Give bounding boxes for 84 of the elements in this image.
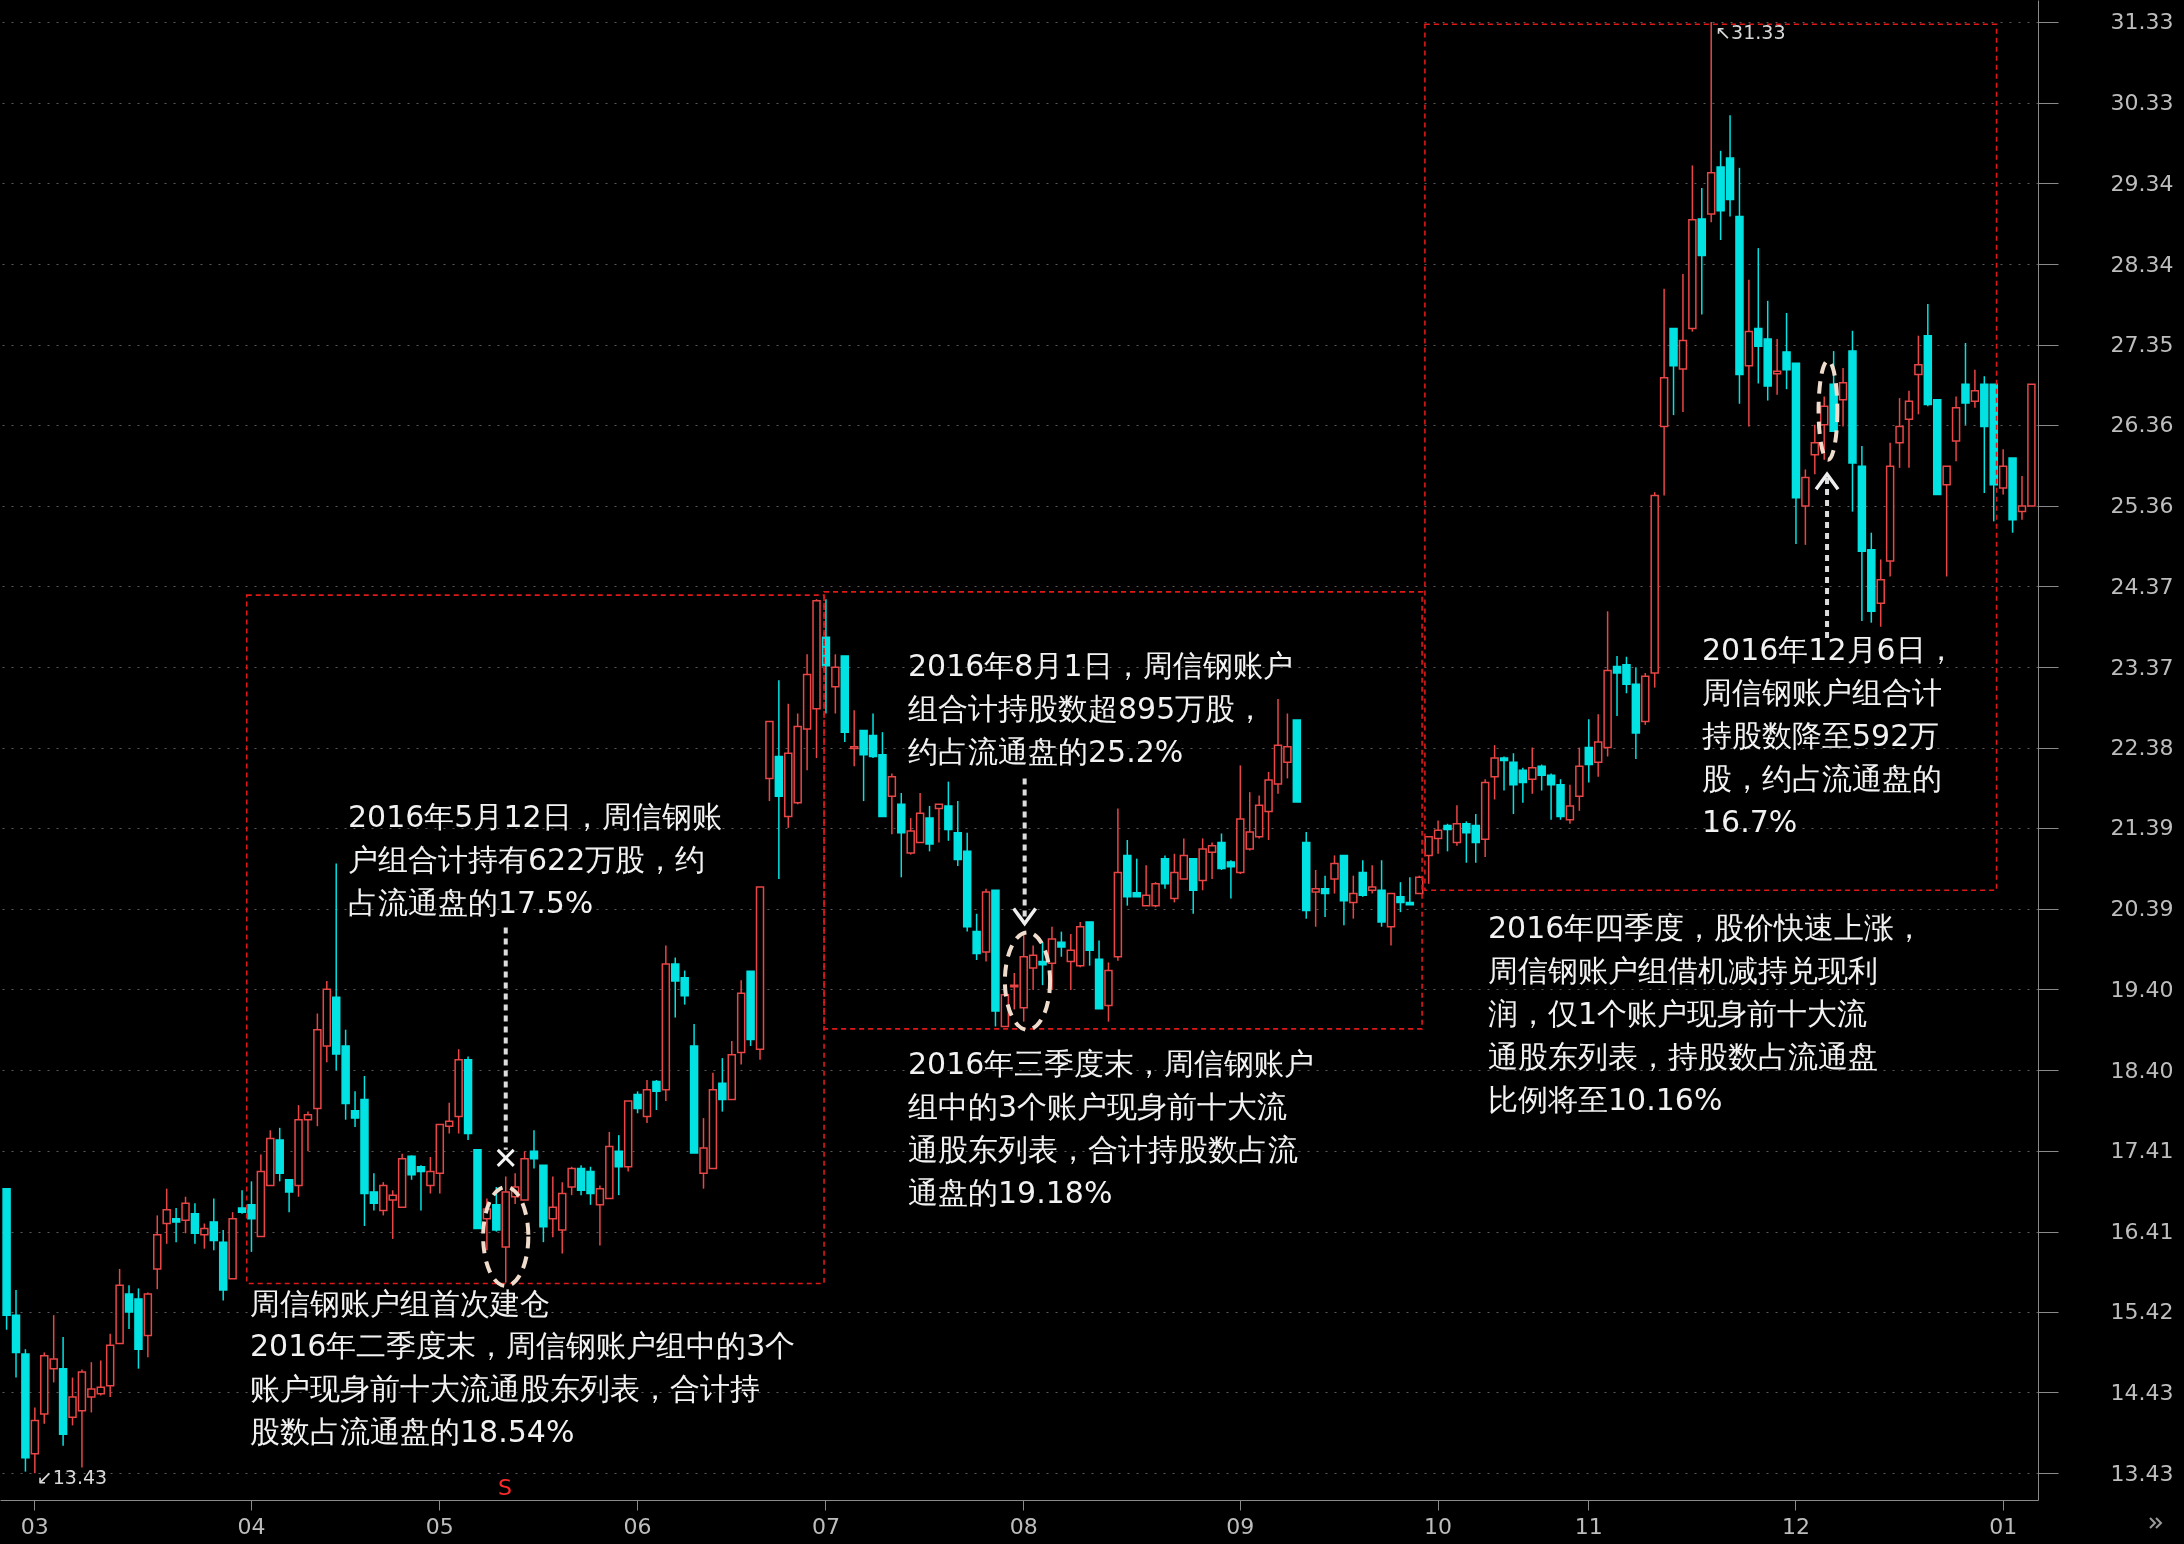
candlestick [1452, 804, 1462, 847]
y-tick-label: 27.35 [2110, 332, 2174, 358]
y-tick-label: 14.43 [2110, 1379, 2174, 1405]
candlestick [1358, 859, 1367, 898]
x-tick-label: 03 [20, 1513, 49, 1539]
y-tick-label: 31.33 [2110, 9, 2174, 35]
x-tick-label: 05 [425, 1513, 454, 1539]
candlestick [1528, 746, 1537, 795]
candlestick [171, 1207, 181, 1243]
y-tick-label: 26.36 [2110, 412, 2174, 438]
candlestick [1490, 744, 1499, 801]
candlestick [190, 1202, 200, 1245]
y-tick-label: 13.43 [2110, 1460, 2174, 1486]
y-tick-label: 18.40 [2110, 1057, 2174, 1083]
y-tick-label: 21.39 [2110, 815, 2174, 841]
candlestick [944, 780, 953, 842]
annotation: ↙13.43 [36, 1466, 108, 1489]
candlestick [972, 913, 981, 961]
candlestick [1584, 718, 1594, 784]
candlestick [162, 1187, 171, 1245]
annotation: 周信钢账户组首次建仓 [250, 1286, 550, 1321]
x-tick-label: 12 [1781, 1513, 1810, 1539]
y-tick-label: 29.34 [2110, 170, 2174, 196]
x-tick-label: 01 [1989, 1513, 2018, 1539]
candlestick [1810, 424, 1820, 476]
annotation: ↖31.33 [1715, 20, 1786, 43]
candlestick [200, 1222, 209, 1250]
candlestick [1349, 874, 1358, 920]
candlestick [1942, 465, 1951, 578]
x-tick-label: 08 [1009, 1513, 1038, 1539]
candlestick [831, 653, 840, 715]
y-tick-label: 19.40 [2110, 976, 2174, 1002]
x-tick-label: 11 [1574, 1513, 1603, 1539]
candlestick [1904, 390, 1914, 469]
candlestick [1895, 397, 1904, 469]
candlestick [1443, 823, 1452, 853]
candlestick [633, 1090, 642, 1114]
y-tick-label: 25.36 [2110, 493, 2174, 519]
candlestick [1819, 395, 1829, 461]
candlestick [1998, 448, 2008, 496]
candlestick [1367, 864, 1377, 895]
candlestick [1876, 558, 1885, 628]
y-tick-label: 17.41 [2110, 1138, 2174, 1164]
candlestick [1311, 869, 1320, 928]
annotation: 2016年二季度末，周信钢账户组中的3个账户现身前十大流通股东列表，合计持股数占流通盘的18.54% [250, 1328, 796, 1449]
candlestick [1320, 874, 1330, 918]
candlestick [614, 1134, 623, 1196]
x-tick-label: 04 [237, 1513, 266, 1539]
candlestick [1914, 334, 1923, 416]
y-tick-label: 16.41 [2110, 1219, 2174, 1245]
candlestick [1499, 755, 1509, 792]
candlestick [849, 709, 859, 767]
annotation: 2016年12月6日，周信钢账户组合计持股数降至592万股，约占流通盘的16.7% [1702, 632, 1956, 839]
candlestick [887, 772, 897, 836]
candlestick [1961, 342, 1970, 426]
annotation: 2016年四季度，股价快速上涨，周信钢账户组借机减持兑现利润，仅1个账户现身前十大流通股东列表，持股数占流通盘比例将至10.16% [1488, 910, 1925, 1117]
y-tick-label: 20.39 [2110, 896, 2174, 922]
candlestick [1970, 368, 1980, 409]
candlestick [718, 1057, 727, 1113]
x-tick-label: 07 [811, 1513, 840, 1539]
candlestick [652, 1079, 661, 1111]
y-tick-label: 22.38 [2110, 735, 2174, 761]
candlestick [1838, 367, 1848, 428]
candlestick [209, 1197, 219, 1252]
y-tick-label: 28.34 [2110, 251, 2174, 277]
annotation: 2016年8月1日，周信钢账户组合计持股数超895万股，约占流通盘的25.2% [908, 648, 1293, 769]
annotation: 2016年三季度末，周信钢账户组中的3个账户现身前十大流通股东列表，合计持股数占流通盘的19.18% [908, 1046, 1315, 1210]
y-tick-label: 23.37 [2110, 654, 2174, 680]
candlestick [181, 1196, 190, 1234]
y-tick-label: 30.33 [2110, 90, 2174, 116]
y-tick-label: 24.37 [2110, 573, 2174, 599]
x-tick-label: 10 [1424, 1513, 1453, 1539]
candlestick [567, 1166, 576, 1196]
candlestick [1772, 338, 1782, 396]
y-tick-label: 15.42 [2110, 1299, 2174, 1325]
candlestick [1330, 854, 1339, 895]
candlestick [1038, 941, 1047, 986]
x-tick-label: 06 [623, 1513, 652, 1539]
candlestick [1565, 784, 1575, 825]
annotation: 2016年5月12日，周信钢账户组合计持有622万股，约占流通盘的17.5% [348, 799, 722, 920]
candlestick [284, 1178, 294, 1213]
x-tick-label: 09 [1226, 1513, 1255, 1539]
candlestick [1057, 930, 1066, 958]
annotation: S [498, 1475, 512, 1500]
